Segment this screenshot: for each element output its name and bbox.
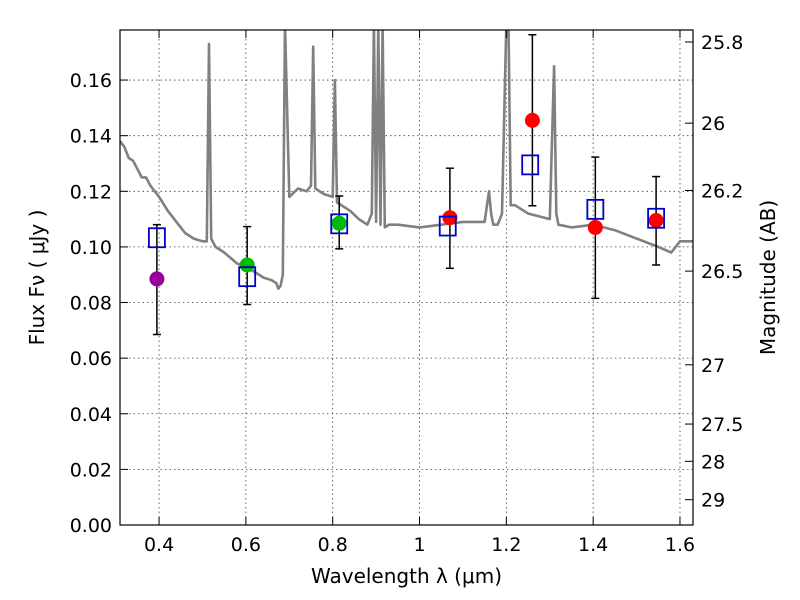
right-tick-label-1: 26	[701, 113, 725, 135]
photometry-point-2-1	[524, 112, 540, 128]
x-tick-label-6: 1.6	[665, 534, 695, 556]
tick-marks	[120, 30, 693, 526]
y-tick-label-5: 0.10	[70, 237, 112, 259]
photometry-point-2-3	[648, 212, 664, 228]
model-square-1	[238, 266, 257, 288]
plot-frame	[119, 29, 694, 526]
y-tick-label-6: 0.12	[70, 181, 112, 203]
y-tick-label-4: 0.08	[70, 293, 112, 315]
y-tick-label-1: 0.02	[70, 459, 112, 481]
model-square-5	[586, 198, 605, 220]
photometry-point-0-0	[149, 271, 165, 287]
right-axis-title: Magnitude (AB)	[756, 200, 780, 355]
photometry-point-2-0	[442, 210, 458, 226]
x-tick-label-5: 1.4	[578, 534, 608, 556]
tick-labels: 0.4 0.6 0.8 1 1.2 1.4 1.6 0.00 0.02 0.04 0.06 0.08 0…	[70, 32, 744, 556]
y-axis-title: Flux Fν ( μJy )	[25, 210, 49, 346]
model-square-0	[147, 227, 166, 249]
right-tick-label-5: 27.5	[701, 414, 743, 436]
data-markers	[147, 112, 666, 288]
x-tick-label-3: 1	[413, 534, 425, 556]
model-square-3	[438, 215, 457, 237]
right-tick-label-0: 25.8	[701, 32, 743, 54]
x-axis-title: Wavelength λ (μm)	[311, 564, 502, 588]
right-tick-label-2: 26.2	[701, 180, 743, 202]
x-tick-label-2: 0.8	[318, 534, 348, 556]
y-tick-label-8: 0.16	[70, 70, 112, 92]
y-tick-label-3: 0.06	[70, 348, 112, 370]
x-tick-label-1: 0.6	[231, 534, 261, 556]
y-tick-label-0: 0.00	[70, 515, 112, 537]
y-tick-label-7: 0.14	[70, 126, 112, 148]
right-tick-label-6: 28	[701, 451, 725, 473]
model-square-6	[647, 207, 666, 229]
photometry-point-1-1	[331, 215, 347, 231]
spectrum-line	[120, 30, 693, 290]
right-tick-label-7: 29	[701, 490, 725, 512]
photometry-point-1-0	[239, 257, 255, 273]
model-square-2	[330, 213, 349, 235]
y-tick-label-2: 0.04	[70, 404, 112, 426]
x-tick-label-0: 0.4	[144, 534, 174, 556]
x-tick-label-4: 1.2	[491, 534, 521, 556]
model-square-4	[521, 154, 540, 176]
photometry-point-2-2	[587, 219, 603, 235]
right-tick-label-3: 26.5	[701, 261, 743, 283]
model-spectrum	[120, 30, 693, 290]
right-tick-label-4: 27	[701, 355, 725, 377]
